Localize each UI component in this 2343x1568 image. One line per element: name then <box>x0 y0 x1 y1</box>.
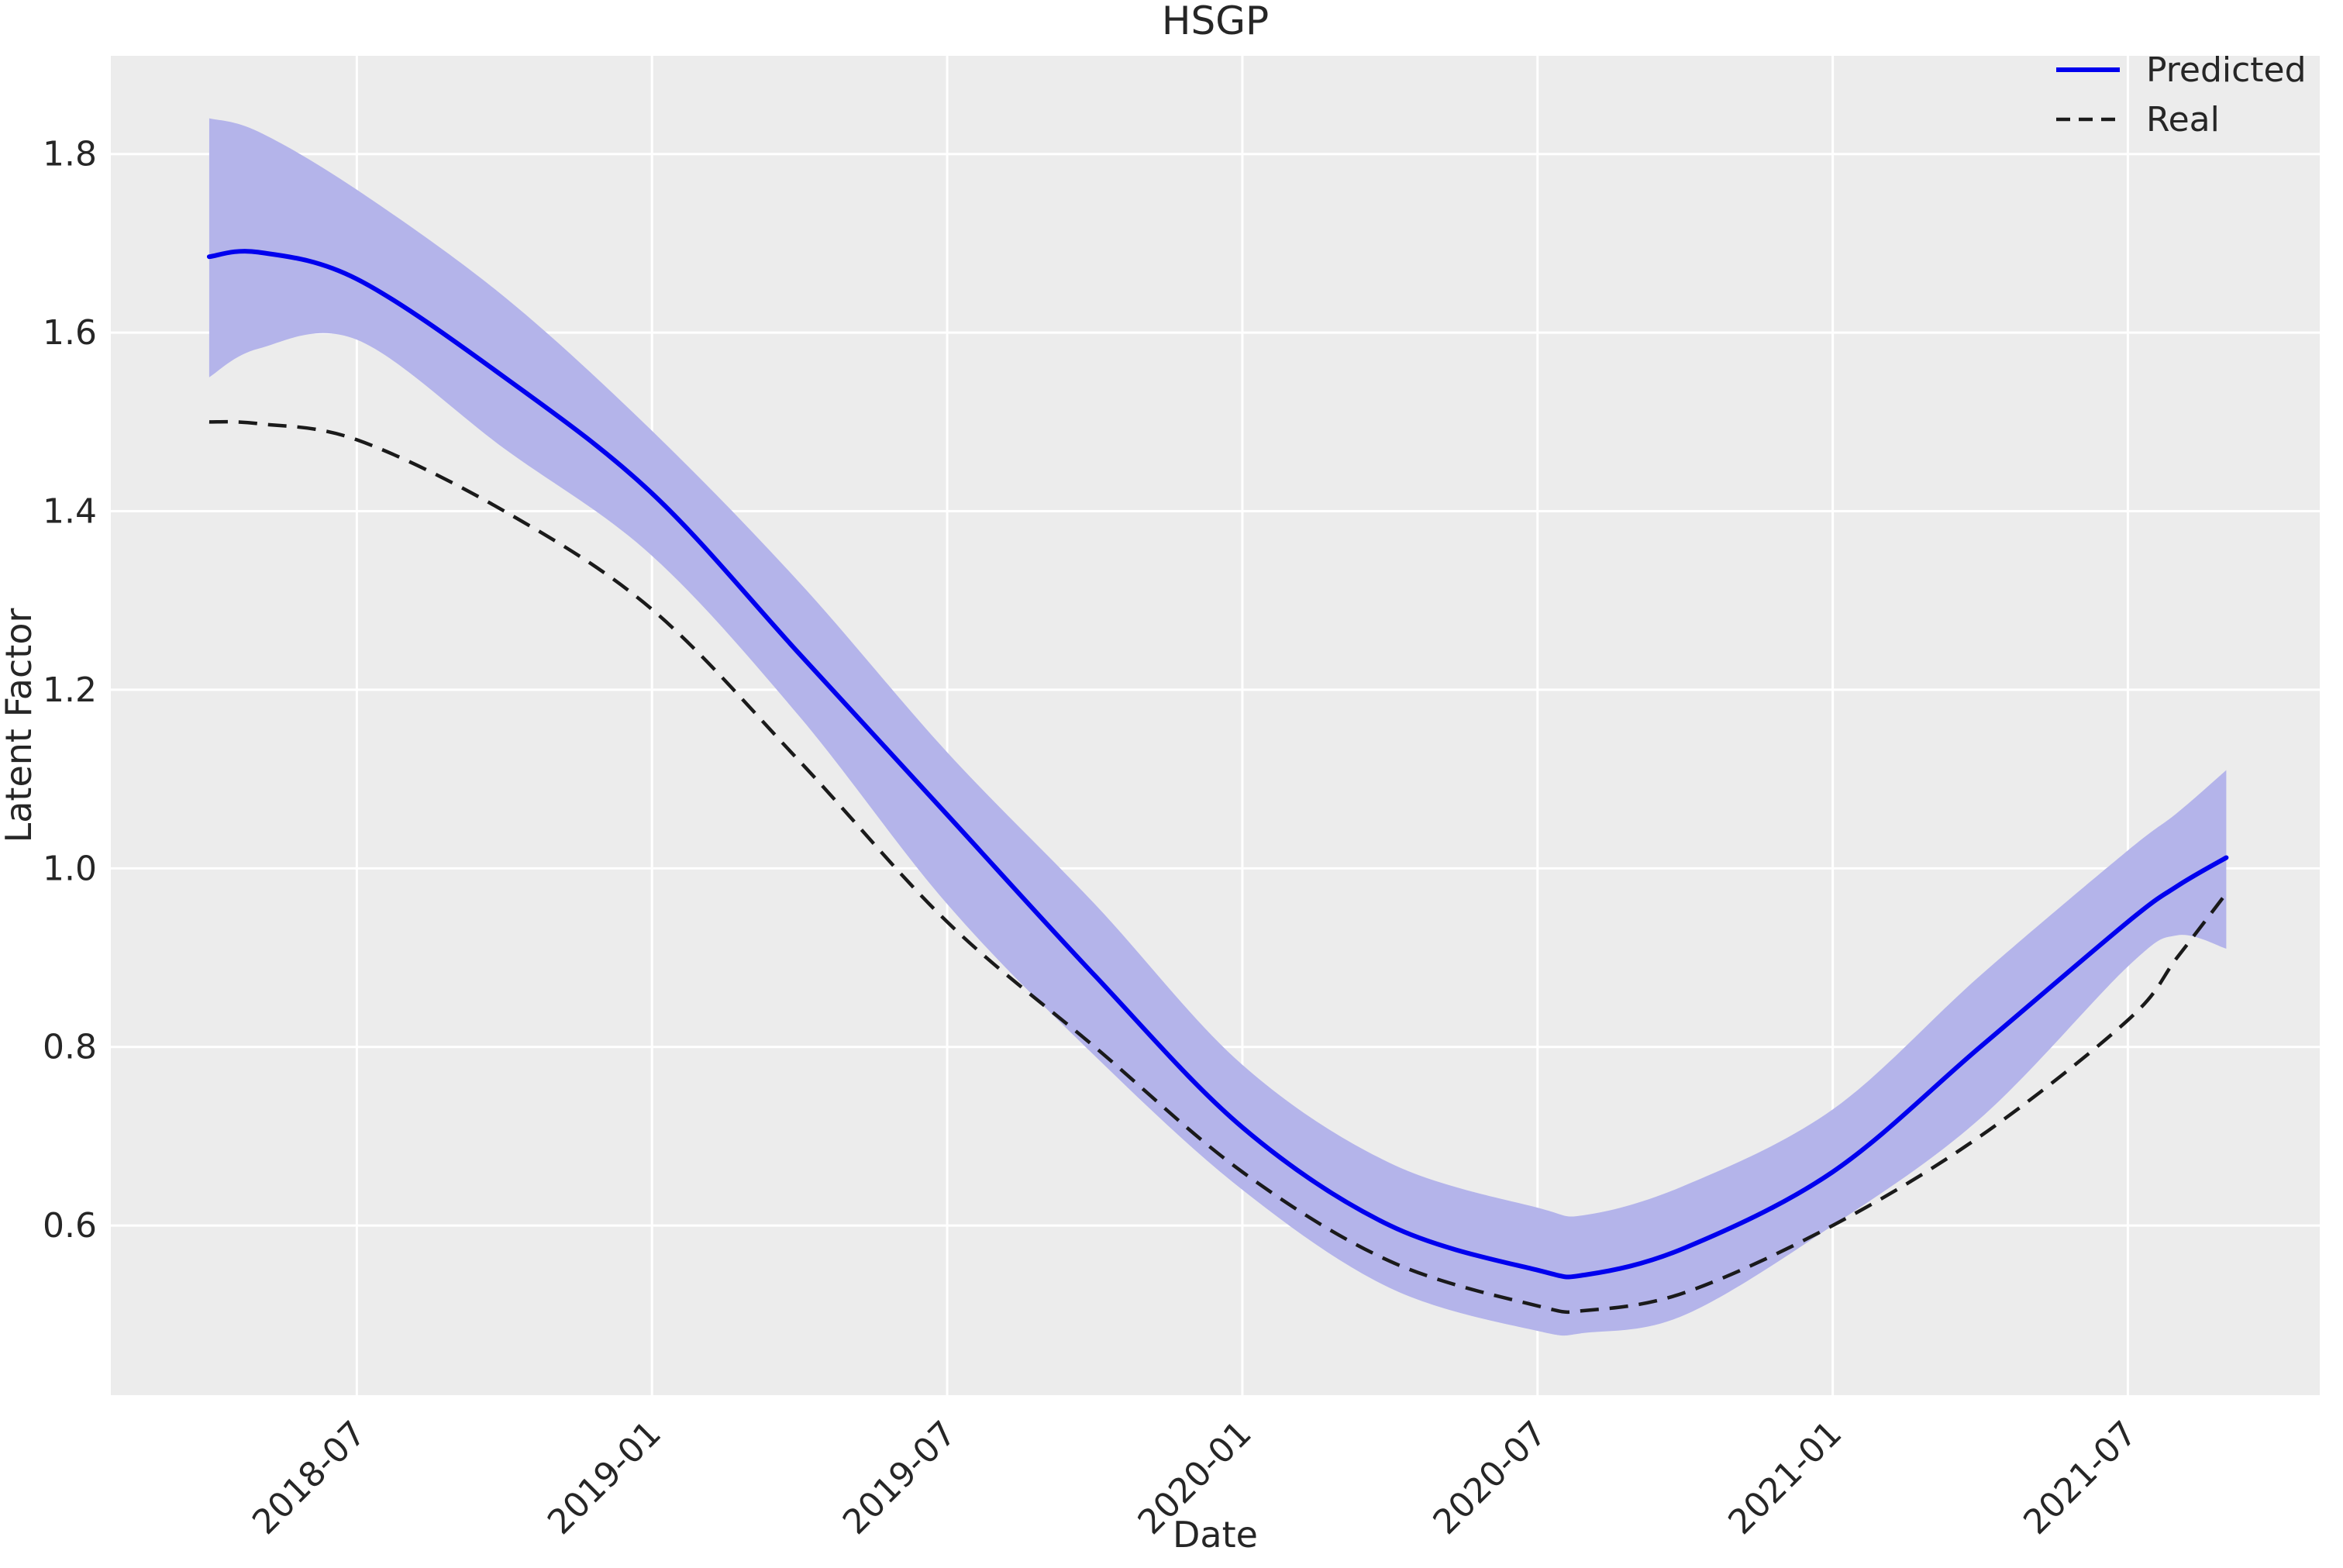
chart-title: HSGP <box>1162 0 1269 43</box>
y-tick-label: 0.6 <box>43 1206 97 1246</box>
x-tick-label: 2021-01 <box>1721 1414 1849 1542</box>
x-tick-label: 2019-01 <box>540 1414 669 1542</box>
legend-predicted-label: Predicted <box>2146 50 2307 90</box>
y-tick-label: 1.2 <box>43 670 97 710</box>
y-tick-label: 1.8 <box>43 135 97 174</box>
y-tick-label: 1.4 <box>43 492 97 532</box>
predicted-line <box>206 249 2229 1280</box>
y-tick-label: 1.6 <box>43 313 97 353</box>
y-tick-label: 1.0 <box>43 849 97 888</box>
legend-real-label: Real <box>2146 100 2220 140</box>
x-tick-label: 2019-07 <box>836 1414 964 1542</box>
y-axis-label: Latent Factor <box>0 608 40 843</box>
x-axis-label: Date <box>1173 1514 1258 1556</box>
confidence-band <box>208 118 2227 1336</box>
x-tick-label: 2018-07 <box>245 1414 374 1542</box>
real-line <box>208 419 2228 1315</box>
legend: Predicted Real <box>2056 50 2307 140</box>
x-tick-label: 2021-07 <box>2016 1414 2145 1542</box>
y-tick-labels: 1.8 1.6 1.4 1.2 1.0 0.8 0.6 <box>43 135 97 1246</box>
y-tick-label: 0.8 <box>43 1028 97 1067</box>
x-tick-label: 2020-07 <box>1425 1414 1554 1542</box>
